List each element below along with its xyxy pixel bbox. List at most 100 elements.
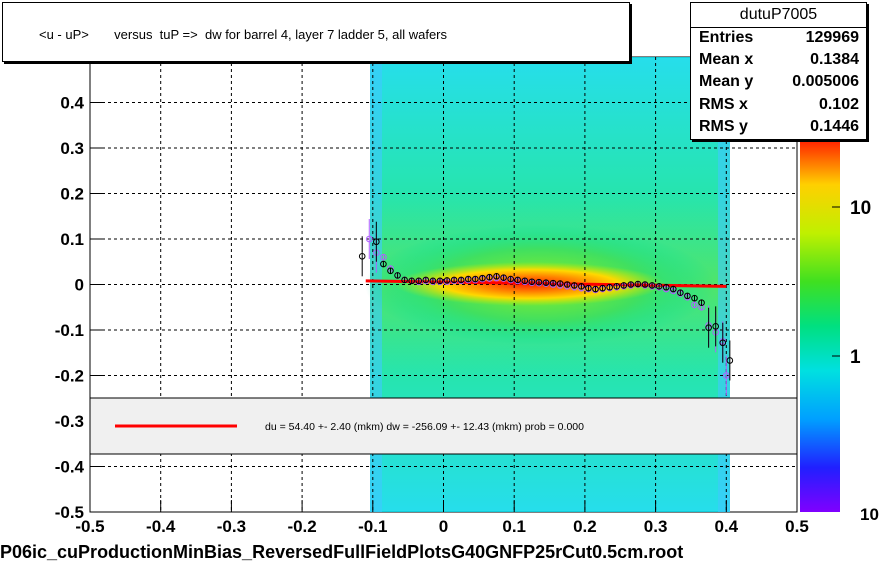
profile-black-point <box>570 282 578 289</box>
x-tick-label: 0.1 <box>502 517 526 536</box>
fit-legend-box: du = 54.40 +- 2.40 (mkm) dw = -256.09 +-… <box>89 397 798 455</box>
profile-black-point <box>394 272 401 279</box>
footer-filename: P06ic_cuProductionMinBias_ReversedFullFi… <box>0 542 684 562</box>
stats-name: dutuP7005 <box>691 3 866 28</box>
color-scale-ticks: 10 1 10 <box>832 198 879 524</box>
profile-black-point <box>528 278 536 286</box>
profile-black-point <box>578 283 585 290</box>
profile-black-point <box>705 324 712 332</box>
profile-black-point <box>373 238 380 246</box>
stat-label: RMS x <box>699 96 748 113</box>
profile-black-point <box>599 284 606 292</box>
profile-black-point <box>408 277 415 285</box>
profile-black-point <box>585 284 592 292</box>
profile-violet-point <box>723 372 730 379</box>
chart-title: <u - uP> versus tuP => dw for barrel 4, … <box>39 27 448 42</box>
profile-black-point <box>415 277 423 285</box>
profile-black-point <box>457 276 465 284</box>
profile-black-point <box>479 274 486 282</box>
y-tick-label: 0.2 <box>60 185 84 204</box>
x-tick-label: -0.2 <box>287 517 316 536</box>
y-tick-label: -0.4 <box>55 458 85 477</box>
profile-black-point <box>662 283 670 291</box>
stat-label: Mean x <box>699 51 754 68</box>
profile-black-point <box>387 267 394 275</box>
profile-violet-point <box>380 253 387 261</box>
profile-black-point <box>648 282 656 289</box>
stat-value: 0.1384 <box>810 51 859 68</box>
y-tick-label: -0.3 <box>55 412 84 431</box>
profile-black-point <box>613 283 621 290</box>
color-scale: 10 1 10 <box>800 140 879 524</box>
x-tick-label: -0.3 <box>217 517 246 536</box>
x-tick-label: 0.2 <box>573 517 597 536</box>
profile-black-point <box>726 357 734 364</box>
x-axis: -0.5 -0.4 -0.3 -0.2 -0.1 0 0.1 0.2 0.3 0.4 0.5 <box>75 500 809 536</box>
y-tick-label: -0.5 <box>55 503 84 522</box>
z-tick-label: 1 <box>850 347 861 368</box>
profile-black-point <box>592 285 599 293</box>
profile-black-point <box>429 277 437 285</box>
profile-black-point <box>450 276 458 284</box>
profile-black-point <box>443 277 451 284</box>
profile-black-point <box>556 280 564 287</box>
x-tick-label: -0.5 <box>75 517 104 536</box>
stat-row-rms-x: RMS x 0.102 <box>699 96 859 118</box>
profile-violet-point <box>365 235 373 243</box>
profile-black-point <box>472 275 479 283</box>
profile-black-point <box>606 283 613 291</box>
profile-black-point <box>380 260 387 268</box>
profile-violet-point <box>691 301 698 309</box>
x-tick-label: 0 <box>439 517 448 536</box>
profile-points <box>358 219 734 396</box>
y-tick-label: -0.1 <box>55 321 84 340</box>
profile-black-point <box>655 283 663 290</box>
profile-black-point <box>514 276 522 284</box>
stat-row-mean-y: Mean y 0.005006 <box>699 73 859 95</box>
color-scale-bar <box>800 140 840 512</box>
profile-black-point <box>712 323 719 330</box>
stat-label: Mean y <box>699 73 754 90</box>
title-box: <u - uP> versus tuP => dw for barrel 4, … <box>2 2 630 62</box>
y-tick-label: -0.2 <box>55 367 84 386</box>
profile-black-point <box>627 281 635 288</box>
y-tick-label: 0.3 <box>60 139 84 158</box>
stat-label: Entries <box>699 29 754 46</box>
profile-black-point <box>500 274 507 281</box>
stat-label: RMS y <box>699 118 748 135</box>
x-tick-label: 0.3 <box>644 517 668 536</box>
profile-black-point <box>493 273 500 280</box>
stat-value: 0.1446 <box>810 118 859 135</box>
z-tick-label: 10 <box>850 198 871 219</box>
y-axis: -0.5 -0.4 -0.3 -0.2 -0.1 0 0.1 0.2 0.3 0.4 <box>55 94 102 522</box>
profile-black-point <box>563 281 571 288</box>
profile-black-point <box>620 282 628 289</box>
profile-black-point <box>507 275 514 283</box>
profile-black-point <box>641 281 649 288</box>
stat-value: 0.102 <box>818 96 859 113</box>
stat-value: 0.005006 <box>792 73 859 90</box>
profile-black-point <box>401 276 408 284</box>
profile-black-point <box>535 278 543 286</box>
profile-black-point <box>358 252 366 260</box>
stat-value: 129969 <box>805 29 859 46</box>
fit-legend-text: du = 54.40 +- 2.40 (mkm) dw = -256.09 +-… <box>265 421 584 433</box>
profile-black-point <box>542 279 550 286</box>
profile-black-point <box>691 294 698 302</box>
x-tick-label: -0.4 <box>146 517 176 536</box>
x-tick-label: -0.1 <box>358 517 387 536</box>
profile-black-point <box>684 292 691 300</box>
y-tick-label: 0 <box>75 276 84 295</box>
stat-row-entries: Entries 129969 <box>699 29 859 51</box>
y-tick-label: 0.1 <box>60 230 84 249</box>
profile-black-point <box>634 280 642 288</box>
x-tick-label: 0.4 <box>714 517 738 536</box>
y-tick-label: 0.4 <box>60 94 84 113</box>
profile-black-point <box>464 275 472 283</box>
profile-black-point <box>698 299 705 307</box>
profile-black-point <box>436 277 444 285</box>
profile-black-point <box>719 339 727 347</box>
profile-black-point <box>486 273 493 281</box>
